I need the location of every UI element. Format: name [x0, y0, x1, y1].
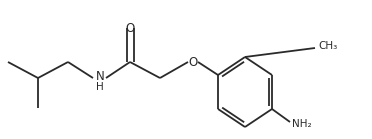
Text: O: O: [125, 22, 135, 34]
Text: NH₂: NH₂: [292, 119, 312, 129]
Text: H: H: [96, 82, 104, 92]
Text: CH₃: CH₃: [318, 41, 337, 51]
Text: N: N: [96, 70, 105, 84]
Text: O: O: [188, 55, 198, 69]
